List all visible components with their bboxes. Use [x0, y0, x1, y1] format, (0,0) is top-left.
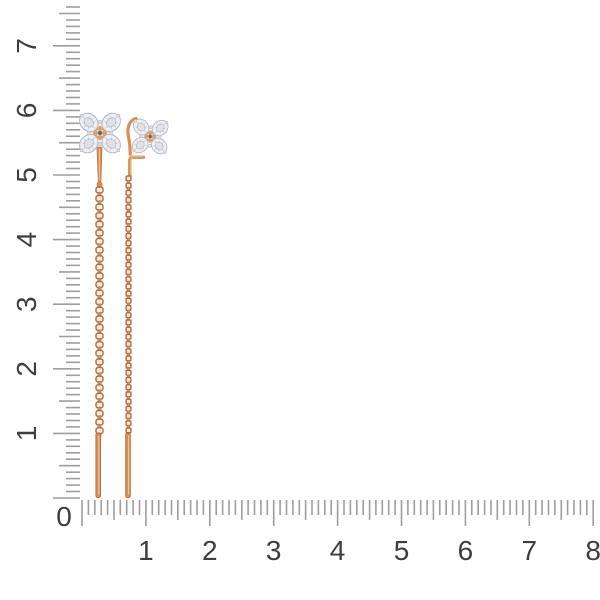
v-ruler-number: 2 [11, 361, 42, 377]
diamond-petal [79, 133, 99, 154]
diamond-petal [101, 133, 121, 154]
prong [97, 119, 103, 125]
left-earring [79, 112, 121, 498]
earring-hook [126, 116, 138, 156]
prong [138, 134, 143, 138]
prong [132, 149, 136, 153]
h-ruler-number: 3 [266, 535, 282, 566]
cable-chain [125, 175, 132, 437]
prong [116, 148, 121, 153]
v-ruler-number: 7 [11, 38, 42, 54]
prong [116, 113, 121, 118]
diamond-flower [131, 118, 169, 155]
prong [108, 130, 114, 136]
right-earring [125, 116, 169, 498]
earring-post [128, 155, 146, 178]
prong [157, 135, 162, 139]
prong [86, 130, 92, 136]
h-ruler-number: 8 [585, 535, 600, 566]
v-ruler-number: 6 [11, 103, 42, 119]
diamond-petal [101, 112, 121, 133]
v-ruler-number: 5 [11, 167, 42, 183]
prong [163, 150, 167, 154]
v-ruler-number: 4 [11, 232, 42, 248]
h-ruler-number: 1 [138, 535, 154, 566]
prong [97, 141, 103, 147]
h-ruler-number: 6 [458, 535, 474, 566]
threader-bar [95, 432, 101, 498]
diamond-petal [151, 119, 169, 137]
h-ruler-number: 2 [202, 535, 218, 566]
diamond-petal [131, 136, 149, 154]
prong [79, 148, 84, 153]
ruler-zero-label: 0 [56, 501, 72, 532]
h-ruler-number: 7 [522, 535, 538, 566]
h-ruler-number: 4 [330, 535, 346, 566]
h-ruler-number: 5 [394, 535, 410, 566]
prong [147, 143, 152, 148]
flower-center [148, 134, 152, 139]
v-ruler-number: 1 [11, 426, 42, 442]
diamond-flower [79, 112, 121, 154]
prong [79, 113, 84, 118]
prong [148, 125, 153, 130]
cable-chain [95, 186, 104, 438]
horizontal-ruler: 1 2 3 4 5 6 7 8 0 [56, 500, 600, 566]
diamond-petal [133, 118, 150, 136]
threader-bar [125, 432, 131, 498]
v-ruler-number: 3 [11, 296, 42, 312]
prong [165, 120, 169, 124]
vertical-ruler: 1 2 3 4 5 6 7 [11, 6, 80, 499]
flower-center [98, 131, 102, 135]
prong [133, 119, 137, 123]
